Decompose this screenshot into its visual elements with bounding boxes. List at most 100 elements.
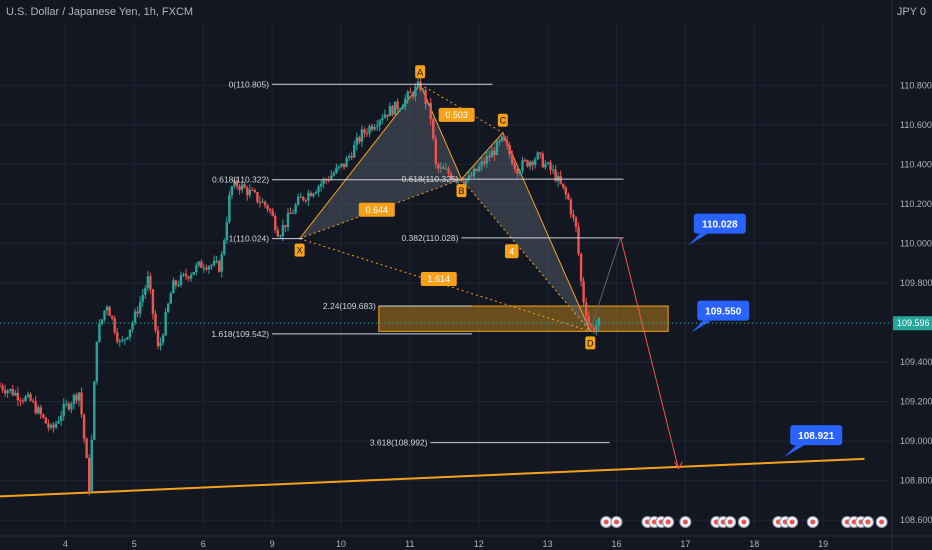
current-price-tag — [893, 316, 932, 331]
candle-body — [424, 90, 427, 104]
candle-body — [258, 201, 262, 203]
candle-body — [554, 169, 557, 182]
fib-levels: 0(110.805) 0.618(110.322) 1(110.024) 1.618(… — [211, 79, 624, 448]
candle-body — [421, 90, 425, 92]
economic-event-flag-icon — [741, 519, 747, 525]
candle-body — [212, 261, 216, 266]
candle-body — [340, 163, 343, 167]
callout-box — [693, 213, 746, 234]
economic-event-flag-icon — [613, 519, 619, 525]
candle-body — [579, 253, 583, 282]
candle-body — [11, 389, 14, 396]
y-tick-label: 110.600 — [900, 120, 932, 130]
y-tick-label: 110.400 — [900, 159, 932, 169]
x-tick-label: 5 — [132, 539, 137, 549]
candle-body — [493, 150, 496, 156]
pattern-ratio-tag — [358, 202, 395, 217]
candle-body — [505, 140, 509, 146]
fib-level-label: 0(110.805) — [229, 79, 270, 89]
candle-body — [200, 261, 203, 268]
candle-body — [467, 175, 471, 180]
candle-body — [136, 311, 139, 314]
y-tick-label: 109.400 — [900, 357, 932, 367]
candle-body — [154, 313, 157, 331]
candle-body — [202, 267, 206, 269]
y-tick-label: 108.800 — [900, 476, 932, 486]
candle-body — [128, 329, 132, 338]
candle-body — [133, 311, 137, 323]
callout-pointer — [691, 320, 712, 333]
candle-body — [569, 199, 573, 215]
candle-body — [462, 181, 466, 184]
candle-body — [314, 191, 318, 194]
pattern-ratio-tag — [420, 271, 457, 286]
candle-body — [572, 214, 575, 218]
candle-body — [358, 137, 361, 142]
candle-body — [396, 101, 399, 110]
x-tick-label: 4 — [63, 539, 68, 549]
candle-body — [67, 403, 71, 410]
candle-body — [386, 114, 389, 117]
pattern-point-tag — [456, 184, 467, 198]
candle-body — [57, 420, 60, 424]
candle-body — [47, 423, 50, 428]
candle-body — [342, 163, 346, 168]
x-tick-label: 10 — [336, 539, 346, 549]
candle-body — [24, 396, 27, 402]
candle-body — [54, 423, 58, 428]
candle-body — [353, 144, 356, 158]
callouts: 110.028 109.550 108.921 — [687, 213, 843, 458]
y-tick-label: 109.000 — [900, 436, 932, 446]
candle-body — [432, 119, 435, 139]
candle-body — [279, 236, 282, 238]
candle-body — [546, 162, 550, 164]
candle-body — [582, 281, 585, 303]
economic-event-flag-icon — [865, 519, 871, 525]
candle-body — [98, 324, 101, 342]
candle-body — [368, 126, 371, 134]
candle-body — [223, 240, 226, 255]
candle-body — [256, 192, 259, 202]
candle-body — [439, 167, 443, 169]
candle-body — [373, 127, 376, 130]
candle-body — [498, 140, 501, 142]
candle-body — [404, 98, 407, 107]
candle-body — [592, 328, 596, 332]
candle-body — [95, 341, 99, 382]
callout-label: 108.921 — [798, 431, 835, 442]
candle-body — [189, 274, 193, 279]
candle-body — [528, 161, 532, 167]
pattern-ratio-tag — [504, 244, 519, 259]
candle-body — [167, 303, 170, 313]
x-tick-label: 17 — [680, 539, 690, 549]
candle-body — [169, 293, 172, 304]
y-tick-label: 109.800 — [900, 278, 932, 288]
candle-body — [388, 106, 392, 117]
candle-body — [414, 86, 417, 97]
fib-level-label: 1(110.024) — [229, 234, 270, 244]
candle-body — [29, 394, 32, 401]
pattern-triangle-bcd — [461, 132, 591, 332]
candle-body — [220, 254, 223, 272]
candle-body — [268, 209, 272, 211]
projection-up-line — [589, 237, 622, 331]
candle-body — [85, 438, 88, 459]
candle-body — [1, 385, 4, 391]
x-axis[interactable]: 4 5 6 9 10 11 12 13 16 17 18 19 — [0, 535, 932, 549]
candle-body — [164, 312, 167, 336]
candle-body — [205, 267, 208, 270]
candle-body — [513, 164, 517, 170]
candle-body — [330, 175, 333, 181]
candle-body — [159, 342, 162, 347]
event-icons[interactable] — [600, 516, 888, 528]
candle-body — [72, 394, 76, 405]
candle-body — [383, 114, 387, 118]
candle-body — [549, 162, 552, 170]
candle-body — [225, 222, 229, 241]
candle-body — [375, 125, 379, 128]
pattern-ratio-label: 0.644 — [366, 205, 389, 215]
candle-body — [503, 136, 506, 141]
fib-level-label: 1.618(109.542) — [211, 329, 269, 339]
